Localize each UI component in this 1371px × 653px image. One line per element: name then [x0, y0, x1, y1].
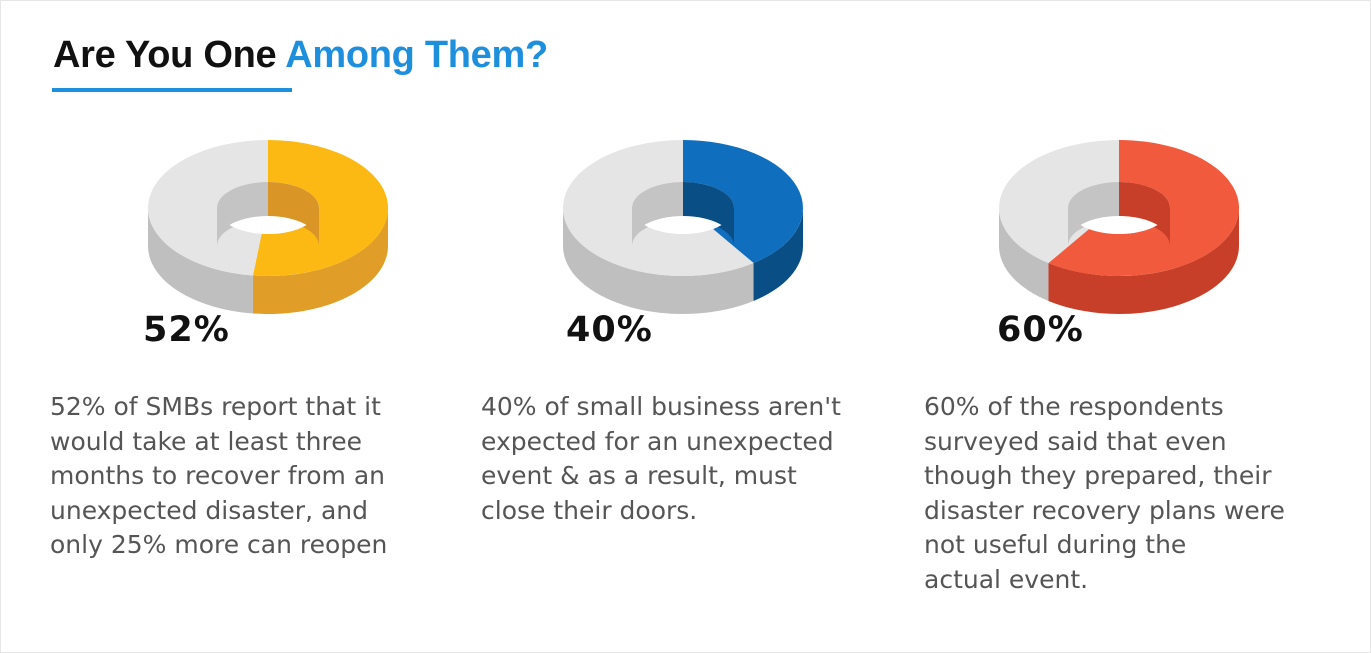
donut-3-slice-rest: [999, 140, 1119, 264]
donut-3-outer-wall-rest: [999, 208, 1049, 302]
donut-2-slice-value: [683, 140, 803, 264]
donut-1-slice-value: [252, 140, 389, 276]
description-2: 40% of small business aren't expected fo…: [481, 392, 841, 525]
donut-2-inner-wall-rest-1: [632, 182, 683, 246]
donut-2-outer-wall-rest: [563, 208, 754, 314]
donut-chart-3: [999, 140, 1240, 314]
donut-3-slice-value: [1048, 140, 1240, 276]
donut-1-inner-wall-value-0: [268, 182, 319, 246]
donut-1-outer-wall-rest: [148, 208, 253, 314]
description-1: 52% of SMBs report that it would take at…: [50, 392, 388, 559]
percent-label-3: 60%: [997, 310, 1084, 350]
donut-1-slice-rest: [148, 140, 268, 276]
donut-3-inner-wall-value-0: [1119, 182, 1170, 246]
donut-1-hole: [217, 216, 319, 234]
donut-1-inner-wall-rest-1: [217, 182, 268, 246]
donut-2-slice-rest: [562, 140, 754, 276]
donut-1-outer-wall-value: [252, 208, 388, 314]
title-part-1: Are You One: [53, 34, 286, 76]
page-title: Are You One Among Them?: [53, 34, 548, 77]
donut-2-outer-wall-value: [753, 208, 803, 302]
percent-label-2: 40%: [566, 310, 653, 350]
description-3: 60% of the respondents surveyed said tha…: [924, 392, 1285, 594]
donut-2-hole: [632, 216, 734, 234]
donut-chart-1: [148, 140, 389, 314]
donut-chart-2: [562, 140, 803, 314]
donut-2-inner-wall-value-0: [683, 182, 734, 246]
title-part-2: Among Them?: [285, 34, 548, 76]
donut-3-inner-wall-rest-1: [1068, 182, 1119, 246]
donut-3-outer-wall-value: [1048, 208, 1239, 314]
title-underline: [52, 88, 292, 92]
percent-label-1: 52%: [143, 310, 230, 350]
donut-3-hole: [1068, 216, 1170, 234]
